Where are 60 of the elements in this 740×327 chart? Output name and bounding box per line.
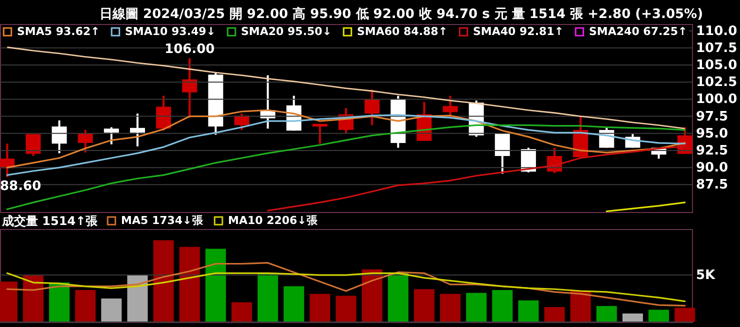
bar (492, 290, 513, 322)
chart-title: 日線圖 2024/03/25 開 92.00 高 95.90 低 92.00 收 94.70 s 元 量 1514 張 +2.80 (+3.05%) (100, 6, 704, 22)
y-tick-label: 92.5 (696, 143, 728, 158)
bar (49, 282, 70, 322)
candlestick (494, 132, 510, 175)
legend-label: SMA60 84.88↑ (357, 24, 448, 38)
y-tick-label: 87.5 (696, 178, 728, 193)
bar (544, 306, 565, 322)
y-tick-label: 107.5 (696, 40, 738, 56)
bar (231, 302, 252, 322)
candlestick (156, 94, 172, 132)
y-tick-label: 95.0 (696, 126, 728, 142)
bar (127, 275, 148, 322)
legend-label: SMA240 67.25↑ (589, 24, 688, 38)
candlestick (312, 122, 328, 145)
bar (518, 300, 539, 322)
bar (648, 310, 670, 322)
candlestick (364, 88, 380, 126)
bar (622, 314, 643, 322)
bar (440, 294, 461, 322)
candlestick (52, 119, 67, 154)
legend-label: MA5 1734↓張 (121, 214, 204, 227)
legend-label: SMA5 93.62↑ (17, 24, 100, 38)
legend-label: SMA40 92.81↑ (473, 24, 564, 38)
bar (179, 246, 200, 322)
bar (153, 240, 174, 322)
y-tick-label: 100.0 (696, 92, 738, 108)
y-tick-label: 5K (696, 268, 716, 284)
candlestick (130, 112, 145, 148)
y-tick-label: 102.5 (696, 75, 738, 90)
bar (596, 306, 617, 322)
line-series (606, 202, 686, 212)
bar (336, 296, 356, 322)
bar (414, 289, 434, 322)
y-tick-label: 105.0 (696, 58, 738, 74)
bar (284, 286, 304, 322)
bar (674, 308, 696, 322)
y-tick-label: 97.5 (696, 109, 728, 124)
bar (22, 275, 44, 322)
legend-label: SMA20 95.50↓ (241, 24, 332, 38)
y-tick-label: 110.0 (696, 24, 738, 39)
legend-label: SMA10 93.49↓ (125, 24, 216, 38)
bar (388, 273, 408, 322)
candlestick (26, 133, 41, 157)
annotation: 88.60 (0, 179, 42, 194)
legend-label: MA10 2206↓張 (228, 214, 318, 227)
candlestick (78, 128, 93, 154)
chart-title: 成交量 1514↑張 (1, 214, 99, 228)
bar (362, 269, 382, 322)
bar (570, 291, 591, 322)
bar (101, 298, 122, 322)
bar (205, 248, 226, 322)
bar (75, 290, 96, 322)
bar (466, 292, 487, 322)
annotation: 106.00 (164, 42, 215, 58)
candlestick (182, 57, 198, 119)
candlestick (104, 126, 119, 146)
bar (310, 294, 330, 322)
y-tick-label: 90.0 (696, 160, 728, 176)
bar (258, 273, 278, 322)
